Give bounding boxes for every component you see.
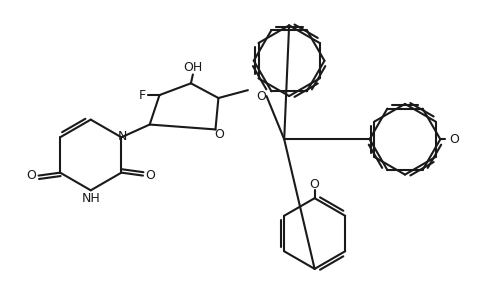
Text: OH: OH <box>183 61 202 74</box>
Text: O: O <box>214 128 224 141</box>
Text: O: O <box>449 133 459 146</box>
Text: O: O <box>310 178 320 191</box>
Text: N: N <box>118 130 127 143</box>
Text: F: F <box>138 89 146 102</box>
Text: O: O <box>27 169 37 182</box>
Text: NH: NH <box>81 192 100 205</box>
Text: O: O <box>145 169 155 182</box>
Text: O: O <box>257 90 267 103</box>
